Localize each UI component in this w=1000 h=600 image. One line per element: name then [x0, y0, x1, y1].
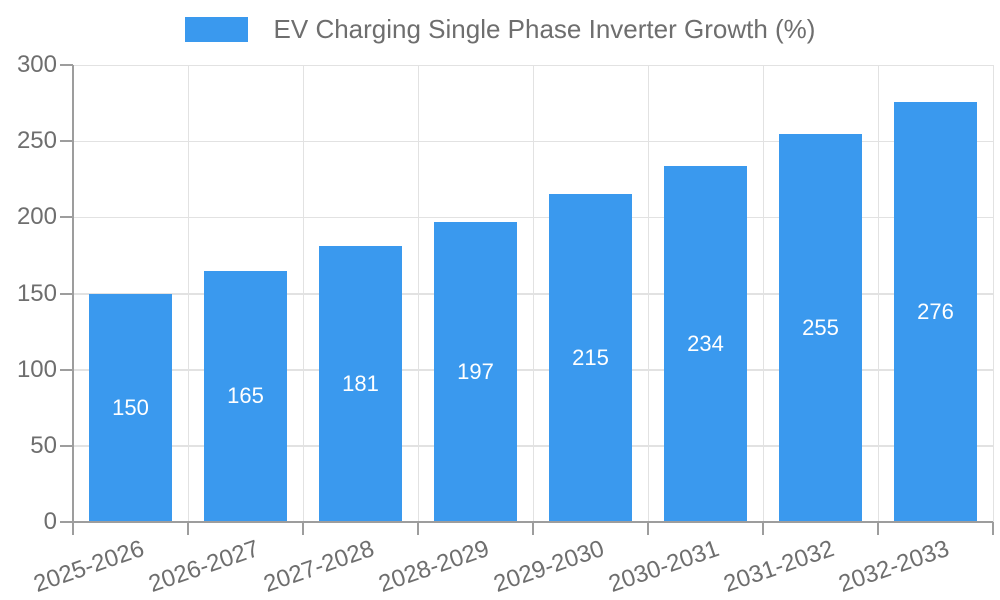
y-tick-label: 0 [43, 508, 57, 535]
y-axis-tick [60, 521, 73, 523]
y-axis-line [72, 65, 74, 522]
grid-line-vertical [302, 65, 304, 522]
x-axis-tick [992, 522, 994, 535]
grid-line-vertical [187, 65, 189, 522]
bar[interactable]: 276 [894, 101, 977, 522]
bar-value-label: 150 [112, 394, 149, 420]
x-axis-tick [72, 522, 74, 535]
x-axis-tick [187, 522, 189, 535]
bar[interactable]: 181 [319, 246, 402, 522]
grid-line-vertical [877, 65, 879, 522]
bar[interactable]: 150 [89, 293, 172, 522]
bar[interactable]: 234 [664, 165, 747, 522]
bar-value-label: 234 [687, 330, 724, 356]
x-tick-label: 2028-2029 [374, 535, 493, 598]
bar[interactable]: 165 [204, 270, 287, 522]
x-axis-tick [532, 522, 534, 535]
legend-swatch [184, 17, 248, 42]
y-axis-tick [60, 292, 73, 295]
y-axis-tick [60, 140, 73, 143]
x-tick-label: 2029-2030 [489, 535, 608, 598]
chart-legend[interactable]: EV Charging Single Phase Inverter Growth… [0, 14, 1000, 45]
y-tick-label: 100 [16, 355, 57, 383]
x-tick-label: 2027-2028 [259, 535, 378, 598]
x-axis-tick [647, 522, 649, 535]
bar-value-label: 197 [457, 358, 494, 384]
y-tick-label: 200 [16, 203, 57, 231]
y-axis-tick [60, 368, 73, 371]
bar-value-label: 255 [802, 314, 839, 340]
y-axis-tick [60, 444, 73, 447]
y-tick-label: 250 [16, 127, 57, 155]
legend-label: EV Charging Single Phase Inverter Growth… [273, 14, 816, 44]
x-tick-label: 2026-2027 [144, 535, 263, 598]
y-tick-label: 50 [30, 431, 57, 459]
x-axis-tick [877, 522, 879, 535]
grid-line-vertical [532, 65, 534, 522]
bar[interactable]: 255 [779, 133, 862, 522]
x-tick-label: 2032-2033 [834, 535, 953, 598]
grid-line-vertical [647, 65, 649, 522]
grid-line-vertical [762, 65, 764, 522]
x-axis-tick [302, 522, 304, 535]
bar-value-label: 215 [572, 345, 609, 371]
bar-value-label: 276 [917, 298, 954, 324]
y-axis-tick [60, 216, 73, 219]
x-tick-label: 2031-2032 [719, 535, 838, 598]
x-axis-tick [417, 522, 419, 535]
y-tick-label: 150 [16, 279, 57, 307]
grid-line-vertical [992, 65, 994, 522]
x-tick-label: 2030-2031 [604, 535, 723, 598]
x-tick-label: 2025-2026 [29, 535, 148, 598]
y-tick-label: 300 [16, 51, 57, 78]
grid-line-vertical [417, 65, 419, 522]
y-axis-tick [60, 64, 73, 66]
x-axis-tick [762, 522, 764, 535]
bar-value-label: 181 [342, 371, 379, 397]
bar-value-label: 165 [227, 383, 264, 409]
bar[interactable]: 197 [434, 221, 517, 522]
bar[interactable]: 215 [549, 194, 632, 522]
